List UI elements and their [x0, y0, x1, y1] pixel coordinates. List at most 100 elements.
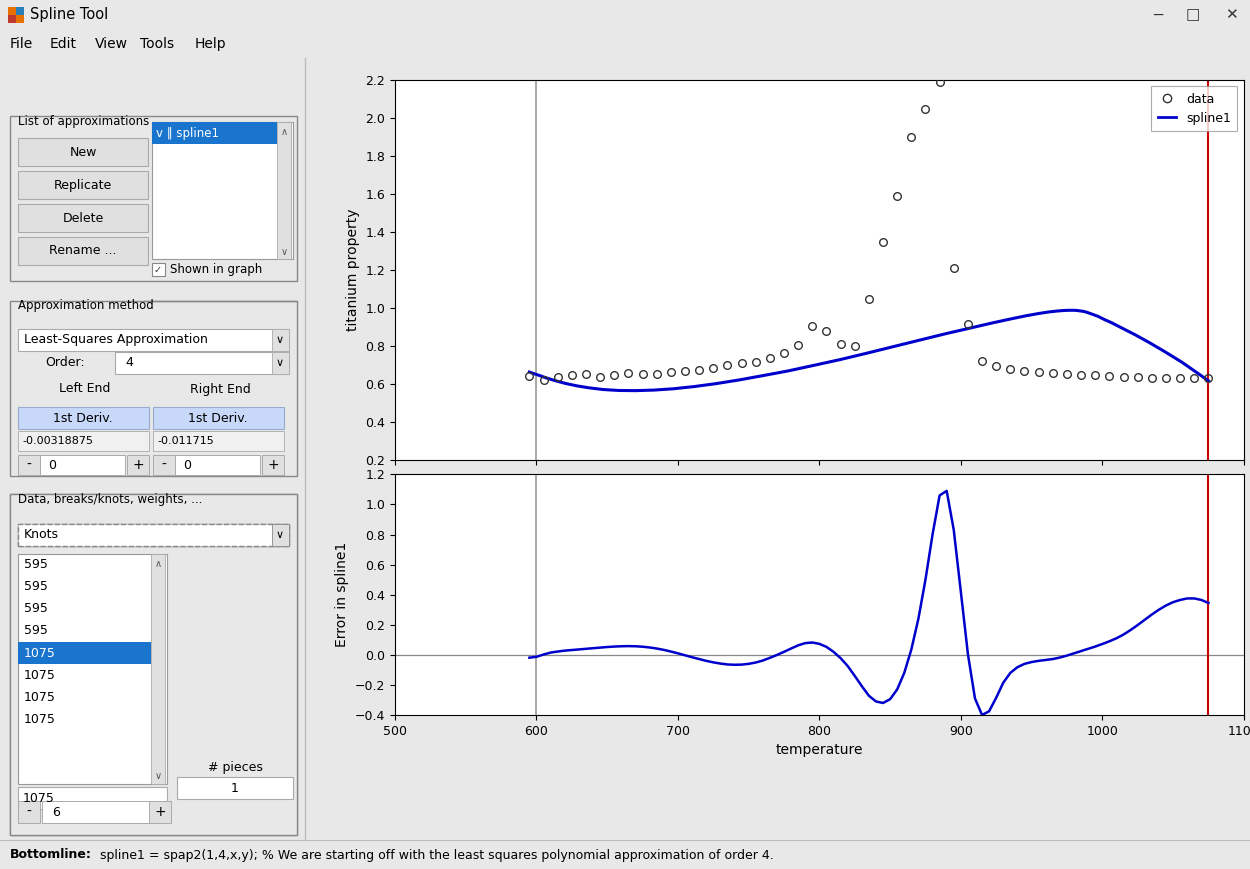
spline1 — [985, 318, 1000, 328]
data — [536, 375, 551, 385]
spline1 — [539, 373, 554, 383]
data — [706, 363, 721, 374]
Text: ∨: ∨ — [280, 247, 288, 257]
data — [776, 348, 791, 359]
data — [1172, 373, 1188, 383]
spline1 — [939, 328, 954, 339]
Text: 1: 1 — [231, 781, 239, 794]
spline1 — [1081, 308, 1096, 318]
Text: +: + — [154, 805, 166, 819]
data — [522, 370, 538, 381]
spline1 — [1141, 337, 1156, 348]
Text: Right End: Right End — [190, 382, 250, 395]
Bar — [16, 7, 24, 15]
spline1 — [1078, 307, 1092, 317]
Y-axis label: Error in spline1: Error in spline1 — [335, 542, 349, 647]
Bar — [175, 455, 260, 475]
Text: Rename ...: Rename ... — [49, 244, 116, 257]
spline1 — [1069, 305, 1084, 315]
data — [819, 326, 834, 336]
Text: New: New — [69, 145, 96, 158]
Text: List of approximations: List of approximations — [18, 115, 149, 128]
data — [791, 340, 806, 350]
Text: 1075: 1075 — [24, 668, 56, 681]
data — [749, 357, 764, 368]
data — [918, 103, 932, 114]
Y-axis label: titanium property: titanium property — [346, 209, 360, 331]
Bar — [177, 777, 292, 799]
Bar — [10, 494, 298, 835]
spline1 — [781, 366, 796, 376]
spline1 — [1019, 310, 1034, 321]
data — [579, 369, 594, 380]
data — [564, 369, 579, 380]
data — [1116, 372, 1131, 382]
spline1 — [1050, 306, 1065, 316]
Line: data: data — [525, 78, 1212, 383]
Text: 0: 0 — [48, 459, 56, 472]
data — [805, 321, 820, 331]
Bar — [18, 407, 149, 429]
Bar — [18, 524, 289, 546]
data — [1144, 372, 1159, 382]
Text: Replicate: Replicate — [54, 178, 112, 191]
spline1 — [755, 370, 770, 381]
Text: Least-Squares Approximation: Least-Squares Approximation — [24, 334, 208, 347]
Text: -: - — [26, 458, 31, 472]
Text: ∧: ∧ — [280, 127, 288, 137]
spline1 — [709, 378, 724, 388]
spline1 — [1066, 305, 1081, 315]
spline1 — [595, 384, 610, 395]
Bar — [18, 554, 168, 784]
Bar — [18, 801, 40, 823]
Text: Shown in graph: Shown in graph — [170, 263, 262, 276]
Bar — [18, 455, 40, 475]
data — [691, 365, 706, 375]
Bar — [40, 455, 125, 475]
Text: 6: 6 — [52, 806, 60, 819]
Bar — [18, 524, 289, 546]
Bar — [152, 122, 278, 144]
Text: 1075: 1075 — [24, 713, 56, 726]
Bar — [18, 204, 148, 232]
Text: Bottomline:: Bottomline: — [10, 848, 92, 861]
Text: 1075: 1075 — [24, 647, 56, 660]
data — [720, 360, 735, 370]
spline1 — [1085, 309, 1100, 320]
Bar — [272, 329, 289, 351]
Text: ∨: ∨ — [276, 358, 284, 368]
Bar — [8, 15, 16, 23]
Text: Left End: Left End — [59, 382, 111, 395]
Bar — [272, 352, 289, 374]
spline1 — [522, 367, 538, 377]
Text: 595: 595 — [24, 602, 48, 615]
Bar — [10, 494, 298, 835]
Text: ∨: ∨ — [276, 335, 284, 345]
spline1 — [1075, 306, 1090, 316]
spline1 — [1191, 368, 1206, 379]
Bar — [149, 801, 171, 823]
data — [664, 368, 679, 378]
data — [1088, 370, 1102, 381]
Text: +: + — [268, 458, 279, 472]
Bar — [272, 524, 289, 546]
spline1 — [860, 348, 875, 358]
Bar — [152, 455, 175, 475]
Text: ✕: ✕ — [1225, 8, 1238, 23]
spline1 — [1128, 329, 1142, 340]
Text: ─: ─ — [1152, 8, 1162, 23]
data — [875, 236, 890, 247]
Text: 4: 4 — [125, 356, 132, 369]
Bar — [18, 642, 151, 664]
Bar — [262, 455, 284, 475]
Text: 1st Deriv.: 1st Deriv. — [54, 412, 112, 424]
spline1 — [1174, 357, 1189, 368]
data — [1060, 368, 1075, 379]
Bar — [18, 787, 168, 809]
spline1 — [688, 381, 702, 392]
Bar — [278, 122, 291, 259]
Text: 595: 595 — [24, 580, 48, 594]
Bar — [8, 7, 24, 23]
Text: Order:: Order: — [45, 356, 85, 369]
data — [1201, 373, 1216, 383]
